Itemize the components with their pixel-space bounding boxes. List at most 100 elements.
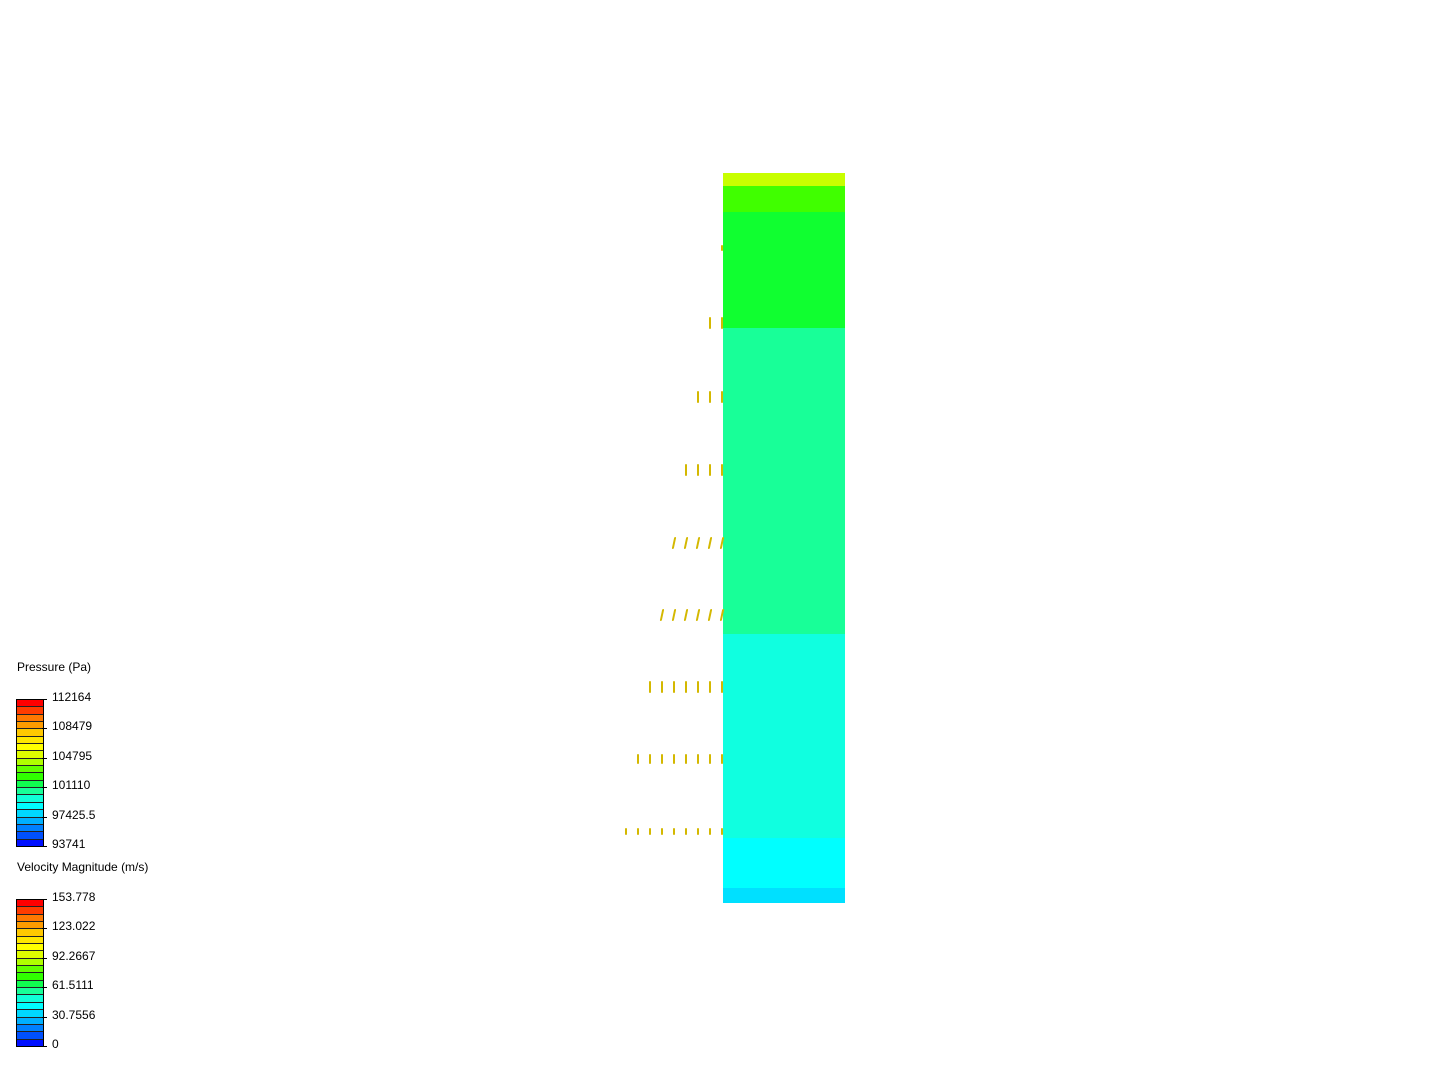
velocity-vector-glyph xyxy=(683,537,689,549)
colorbar-segment xyxy=(17,795,43,803)
colorbar-tick xyxy=(42,1016,47,1018)
colorbar-segment xyxy=(17,1039,43,1046)
colorbar-tick-label: 30.7556 xyxy=(52,1007,96,1022)
velocity-vector-glyph xyxy=(697,827,699,835)
velocity-vector-glyph xyxy=(685,681,687,693)
pressure-legend-title: Pressure (Pa) xyxy=(17,660,92,674)
colorbar-tick xyxy=(42,728,47,730)
colorbar-segment xyxy=(17,817,43,825)
colorbar-tick-label: 108479 xyxy=(52,719,93,734)
velocity-vector-glyph xyxy=(625,827,627,835)
colorbar-tick xyxy=(42,787,47,789)
velocity-vector-glyph xyxy=(697,681,699,693)
colorbar-tick xyxy=(42,757,47,759)
contour-band xyxy=(723,838,845,888)
contour-band xyxy=(723,634,845,838)
velocity-vector-glyph xyxy=(707,609,713,621)
velocity-vector-glyph xyxy=(709,681,711,693)
velocity-vector-glyph xyxy=(721,827,723,835)
colorbar-segment xyxy=(17,922,43,930)
colorbar-segment xyxy=(17,729,43,737)
colorbar-tick-label: 104795 xyxy=(52,748,93,763)
colorbar-segment xyxy=(17,824,43,833)
contour-band xyxy=(723,888,845,903)
pressure-colorbar xyxy=(16,699,44,847)
colorbar-tick-label: 61.5111 xyxy=(52,978,94,993)
colorbar-tick-label: 101110 xyxy=(52,778,91,793)
velocity-vector-glyph xyxy=(697,754,699,764)
colorbar-segment xyxy=(17,980,43,989)
colorbar-segment xyxy=(17,966,43,974)
colorbar-segment xyxy=(17,736,43,745)
colorbar-segment xyxy=(17,788,43,796)
colorbar-tick xyxy=(42,846,47,847)
velocity-legend-title: Velocity Magnitude (m/s) xyxy=(17,860,149,874)
colorbar-segment xyxy=(17,958,43,967)
velocity-vector-glyph xyxy=(709,391,711,403)
velocity-colorbar xyxy=(16,899,44,1047)
velocity-vector-glyph xyxy=(671,609,677,621)
colorbar-segment xyxy=(17,1010,43,1018)
colorbar-segment xyxy=(17,995,43,1003)
velocity-vector-glyph xyxy=(673,754,675,764)
velocity-vector-glyph xyxy=(707,537,713,549)
colorbar-tick xyxy=(42,899,47,900)
velocity-vector-glyph xyxy=(685,754,687,764)
velocity-vector-glyph xyxy=(649,827,651,835)
flow-domain-contour xyxy=(723,173,845,903)
colorbar-segment xyxy=(17,1017,43,1025)
velocity-vector-glyph xyxy=(673,681,675,693)
velocity-vector-glyph xyxy=(709,317,711,329)
velocity-vector-glyph xyxy=(695,609,701,621)
velocity-vector-glyph xyxy=(659,609,665,621)
colorbar-segment xyxy=(17,758,43,767)
colorbar-segment xyxy=(17,810,43,818)
colorbar-tick-label: 153.778 xyxy=(52,890,96,904)
colorbar-segment xyxy=(17,1002,43,1011)
colorbar-tick-label: 92.2667 xyxy=(52,948,96,963)
velocity-vector-glyph xyxy=(721,245,723,251)
colorbar-segment xyxy=(17,900,43,908)
velocity-vector-glyph xyxy=(685,827,687,835)
colorbar-tick-label: 0 xyxy=(52,1037,59,1051)
velocity-vector-glyph xyxy=(661,827,663,835)
colorbar-segment xyxy=(17,802,43,811)
colorbar-tick xyxy=(42,816,47,818)
colorbar-segment xyxy=(17,707,43,715)
contour-band xyxy=(723,186,845,212)
velocity-vector-glyph xyxy=(721,391,723,403)
velocity-vector-glyph xyxy=(709,464,711,476)
colorbar-segment xyxy=(17,751,43,759)
colorbar-tick xyxy=(42,957,47,959)
velocity-vector-glyph xyxy=(721,317,723,329)
velocity-vector-glyph xyxy=(697,464,699,476)
colorbar-segment xyxy=(17,929,43,937)
velocity-vector-glyph xyxy=(721,464,723,476)
colorbar-tick xyxy=(42,987,47,989)
velocity-vector-glyph xyxy=(673,827,675,835)
colorbar-segment xyxy=(17,766,43,774)
velocity-vector-glyph xyxy=(671,537,677,549)
colorbar-tick-label: 93741 xyxy=(52,837,86,851)
colorbar-segment xyxy=(17,839,43,846)
colorbar-segment xyxy=(17,973,43,981)
colorbar-tick xyxy=(42,699,47,700)
colorbar-segment xyxy=(17,773,43,781)
contour-band xyxy=(723,328,845,634)
colorbar-segment xyxy=(17,1032,43,1040)
colorbar-tick xyxy=(42,1046,47,1047)
velocity-vector-glyph xyxy=(683,609,689,621)
colorbar-segment xyxy=(17,714,43,723)
colorbar-segment xyxy=(17,936,43,945)
velocity-vector-glyph xyxy=(661,754,663,764)
colorbar-tick-label: 112164 xyxy=(52,690,92,704)
velocity-vector-glyph xyxy=(721,754,723,764)
colorbar-segment xyxy=(17,832,43,840)
contour-band xyxy=(723,212,845,328)
velocity-vector-glyph xyxy=(637,827,639,835)
colorbar-segment xyxy=(17,780,43,789)
velocity-vector-glyph xyxy=(709,827,711,835)
colorbar-segment xyxy=(17,1024,43,1033)
colorbar-tick xyxy=(42,928,47,930)
colorbar-tick-label: 123.022 xyxy=(52,919,96,934)
